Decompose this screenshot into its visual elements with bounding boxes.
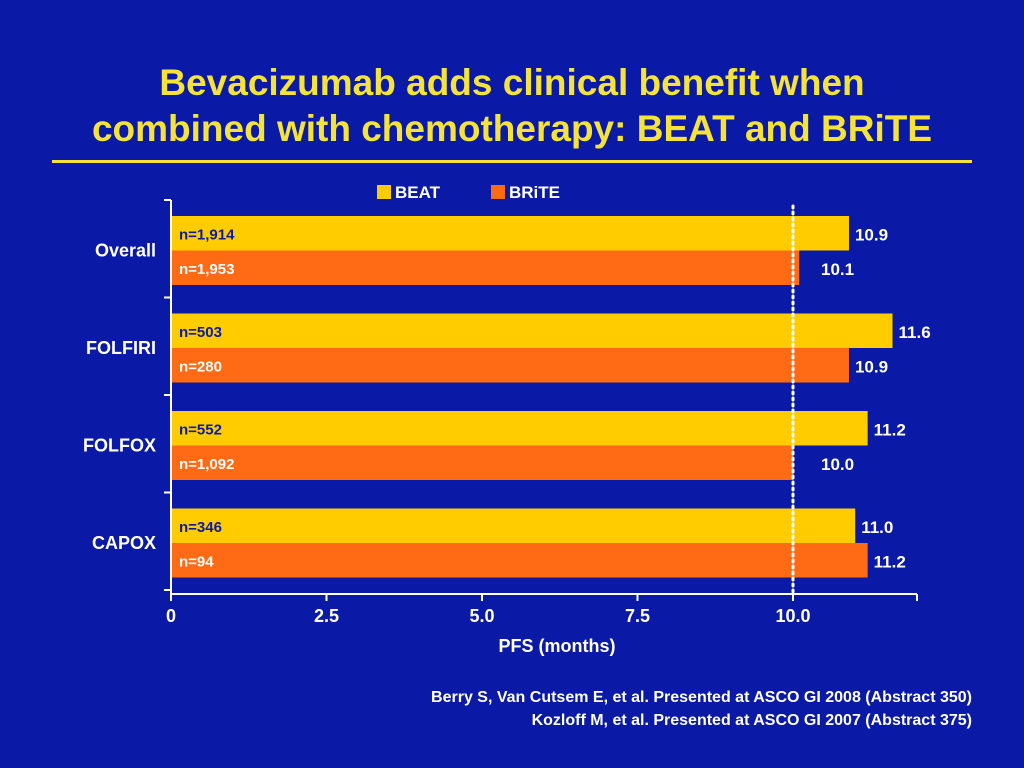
legend-label-brite: BRiTE xyxy=(509,183,560,202)
value-label-brite-folfox: 10.0 xyxy=(821,455,854,474)
x-axis-title: PFS (months) xyxy=(499,636,616,656)
legend-swatch-brite xyxy=(491,185,505,199)
bar-beat-folfox xyxy=(171,411,868,446)
category-label-capox: CAPOX xyxy=(92,533,156,553)
n-label-brite-folfiri: n=280 xyxy=(179,358,222,375)
value-label-beat-folfiri: 11.6 xyxy=(899,323,931,342)
citation-line-1: Berry S, Van Cutsem E, et al. Presented … xyxy=(431,689,972,706)
x-tick-label: 10.0 xyxy=(775,606,810,626)
n-label-beat-capox: n=346 xyxy=(179,519,222,536)
bar-brite-capox xyxy=(171,543,868,578)
slide-title: Bevacizumab adds clinical benefit when c… xyxy=(40,60,984,152)
citation-line-2: Kozloff M, et al. Presented at ASCO GI 2… xyxy=(531,712,972,729)
x-tick-label: 2.5 xyxy=(314,606,339,626)
title-divider xyxy=(52,160,972,163)
bar-brite-folfox xyxy=(171,445,793,480)
value-label-brite-overall: 10.1 xyxy=(821,260,854,279)
n-label-brite-overall: n=1,953 xyxy=(179,261,234,278)
x-tick-label: 5.0 xyxy=(469,606,494,626)
bar-brite-overall xyxy=(171,250,800,285)
bar-beat-capox xyxy=(171,508,856,543)
title-line-2: combined with chemotherapy: BEAT and BRi… xyxy=(91,108,933,149)
bar-brite-folfiri xyxy=(171,348,849,383)
n-label-beat-overall: n=1,914 xyxy=(179,226,235,243)
n-label-beat-folfiri: n=503 xyxy=(179,324,222,341)
legend-swatch-beat xyxy=(377,185,391,199)
legend-label-beat: BEAT xyxy=(395,183,441,202)
n-label-beat-folfox: n=552 xyxy=(179,421,222,438)
category-label-folfiri: FOLFIRI xyxy=(86,338,156,358)
n-label-brite-capox: n=94 xyxy=(179,553,214,570)
x-tick-label: 7.5 xyxy=(625,606,650,626)
bar-beat-folfiri xyxy=(171,313,893,348)
value-label-brite-capox: 11.2 xyxy=(874,552,906,571)
value-label-brite-folfiri: 10.9 xyxy=(855,357,888,376)
bar-beat-overall xyxy=(171,216,849,251)
category-label-folfox: FOLFOX xyxy=(83,436,156,456)
value-label-beat-overall: 10.9 xyxy=(855,225,888,244)
citation: Berry S, Van Cutsem E, et al. Presented … xyxy=(431,686,972,732)
category-label-overall: Overall xyxy=(95,241,156,261)
n-label-brite-folfox: n=1,092 xyxy=(179,456,234,473)
value-label-beat-folfox: 11.2 xyxy=(874,420,906,439)
x-tick-label: 0 xyxy=(166,606,176,626)
value-label-beat-capox: 11.0 xyxy=(861,518,893,537)
title-line-1: Bevacizumab adds clinical benefit when xyxy=(159,62,865,103)
